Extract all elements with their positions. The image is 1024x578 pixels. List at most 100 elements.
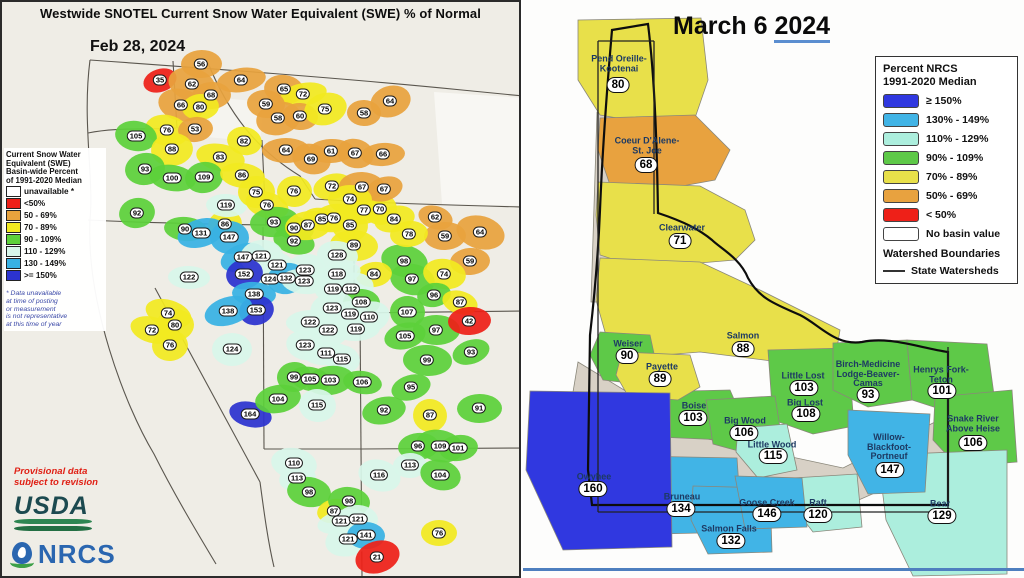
swe-basin-badge: 76	[259, 199, 275, 211]
usda-logo-swoosh	[14, 519, 92, 524]
basin-value-badge: 160	[578, 481, 608, 497]
legend-label: 70 - 89%	[24, 223, 57, 233]
usda-logo-swoosh	[14, 526, 92, 531]
swe-basin-badge: 59	[258, 98, 274, 110]
legend-label: ≥ 150%	[926, 95, 962, 107]
swe-basin-badge: 96	[426, 289, 442, 301]
snotel-map-panel: Westwide SNOTEL Current Snow Water Equiv…	[0, 0, 521, 578]
basin-name-label: Snake River Above Heise	[945, 413, 1001, 433]
swe-basin-badge: 75	[248, 186, 264, 198]
legend-label: unavailable *	[24, 187, 75, 197]
swe-basin-badge: 90	[286, 222, 302, 234]
swe-basin-badge: 86	[234, 169, 250, 181]
swe-basin-badge: 77	[356, 204, 372, 216]
basin-value-badge: 106	[729, 425, 759, 441]
swe-basin-badge: 93	[137, 163, 153, 175]
swe-basin-badge: 76	[159, 124, 175, 136]
swe-basin-badge: 138	[244, 288, 264, 300]
legend-swatch	[883, 170, 919, 184]
swe-basin-badge: 74	[436, 268, 452, 280]
swe-basin-badge: 99	[286, 371, 302, 383]
state-border-line	[259, 481, 275, 568]
basin-region-owyhee	[525, 390, 673, 551]
legend-title-line: Equivalent (SWE)	[6, 158, 71, 168]
swe-basin-badge: 123	[295, 264, 315, 276]
swe-basin-badge: 121	[348, 513, 368, 525]
swe-basin-badge: 85	[342, 219, 358, 231]
swe-basin-badge: 61	[323, 145, 339, 157]
swe-basin-badge: 66	[173, 99, 189, 111]
swe-basin-badge: 122	[179, 271, 199, 283]
swe-basin-badge: 97	[404, 273, 420, 285]
idaho-map-date-text: March 6	[673, 12, 775, 40]
basin-name-label: Coeur D'Alene- St. Joe	[614, 135, 680, 155]
legend-item: 110 - 129%	[6, 246, 104, 258]
legend-item: No basin value	[883, 227, 1010, 241]
swe-basin-badge: 68	[203, 89, 219, 101]
legend-swatch	[6, 210, 21, 222]
swe-basin-badge: 99	[419, 354, 435, 366]
legend-item: < 50%	[883, 208, 1010, 222]
swe-basin-badge: 87	[452, 296, 468, 308]
legend-label: 90% - 109%	[926, 152, 984, 164]
swe-basin-badge: 76	[326, 212, 342, 224]
swe-basin-badge: 60	[292, 110, 308, 122]
swe-basin-badge: 113	[400, 459, 420, 471]
idaho-legend-items: ≥ 150% 130% - 149% 110% - 129% 90% - 109% 70…	[883, 94, 1010, 241]
basin-name-label: Little Lost	[781, 370, 825, 381]
basin-name-label: Salmon	[726, 330, 760, 341]
nrcs-logo: NRCS	[10, 539, 116, 570]
legend-item: 90 - 109%	[6, 234, 104, 246]
swe-basin-badge: 64	[472, 226, 488, 238]
legend-item: 130 - 149%	[6, 258, 104, 270]
swe-basin-badge: 147	[219, 231, 239, 243]
swe-basin-badge: 21	[369, 551, 385, 563]
basin-value-badge: 147	[875, 462, 905, 478]
swe-basin-badge: 107	[397, 306, 417, 318]
swe-basin-badge: 110	[359, 311, 379, 323]
legend-swatch	[6, 186, 21, 198]
swe-basin-badge: 91	[471, 402, 487, 414]
swe-basin-badge: 70	[372, 203, 388, 215]
basin-name-label: Owyhee	[576, 471, 612, 482]
legend-swatch	[6, 198, 21, 210]
swe-basin-badge: 116	[369, 469, 389, 481]
basin-value-badge: 101	[927, 383, 957, 399]
swe-basin-badge: 141	[356, 529, 376, 541]
basin-region-willow-blackfoot-portneuf	[847, 409, 931, 495]
swe-basin-badge: 97	[428, 324, 444, 336]
swe-basin-badge: 98	[341, 495, 357, 507]
basin-value-badge: 146	[752, 506, 782, 522]
watershed-line-icon	[883, 270, 905, 272]
swe-basin-badge: 101	[448, 442, 468, 454]
basin-value-badge: 106	[958, 435, 988, 451]
swe-basin-badge: 69	[303, 153, 319, 165]
basin-value-badge: 80	[606, 77, 630, 93]
legend-item: 90% - 109%	[883, 151, 1010, 165]
snotel-legend: Current Snow Water Equivalent (SWE) Basin-…	[4, 148, 106, 332]
basin-name-label: Willow- Blackfoot- Portneuf	[866, 431, 912, 461]
legend-label: 130% - 149%	[926, 114, 990, 126]
snotel-legend-items: unavailable * <50% 50 - 69% 70 - 89% 90 - 10…	[6, 186, 104, 282]
swe-basin-badge: 121	[267, 259, 287, 271]
basin-value-badge: 132	[716, 533, 746, 549]
legend-swatch	[883, 132, 919, 146]
snotel-legend-footnote: * Data unavailable at time of posting or m…	[6, 290, 104, 328]
swe-basin-badge: 152	[234, 268, 254, 280]
bottom-blue-line	[523, 568, 1024, 571]
swe-basin-badge: 66	[375, 148, 391, 160]
swe-basin-badge: 88	[164, 143, 180, 155]
swe-basin-badge: 76	[162, 339, 178, 351]
swe-basin-badge: 93	[266, 216, 282, 228]
swe-basin-badge: 104	[268, 393, 288, 405]
swe-basin-badge: 58	[270, 112, 286, 124]
swe-basin-badge: 84	[386, 213, 402, 225]
idaho-map-date-year: 2024	[774, 12, 831, 43]
swe-basin-badge: 111	[317, 347, 335, 359]
swe-basin-badge: 105	[395, 330, 415, 342]
swe-basin-badge: 92	[376, 404, 392, 416]
basin-name-label: Payette	[645, 361, 679, 372]
legend-item: unavailable *	[6, 186, 104, 198]
legend-swatch	[6, 246, 21, 258]
swe-basin-badge: 87	[422, 409, 438, 421]
